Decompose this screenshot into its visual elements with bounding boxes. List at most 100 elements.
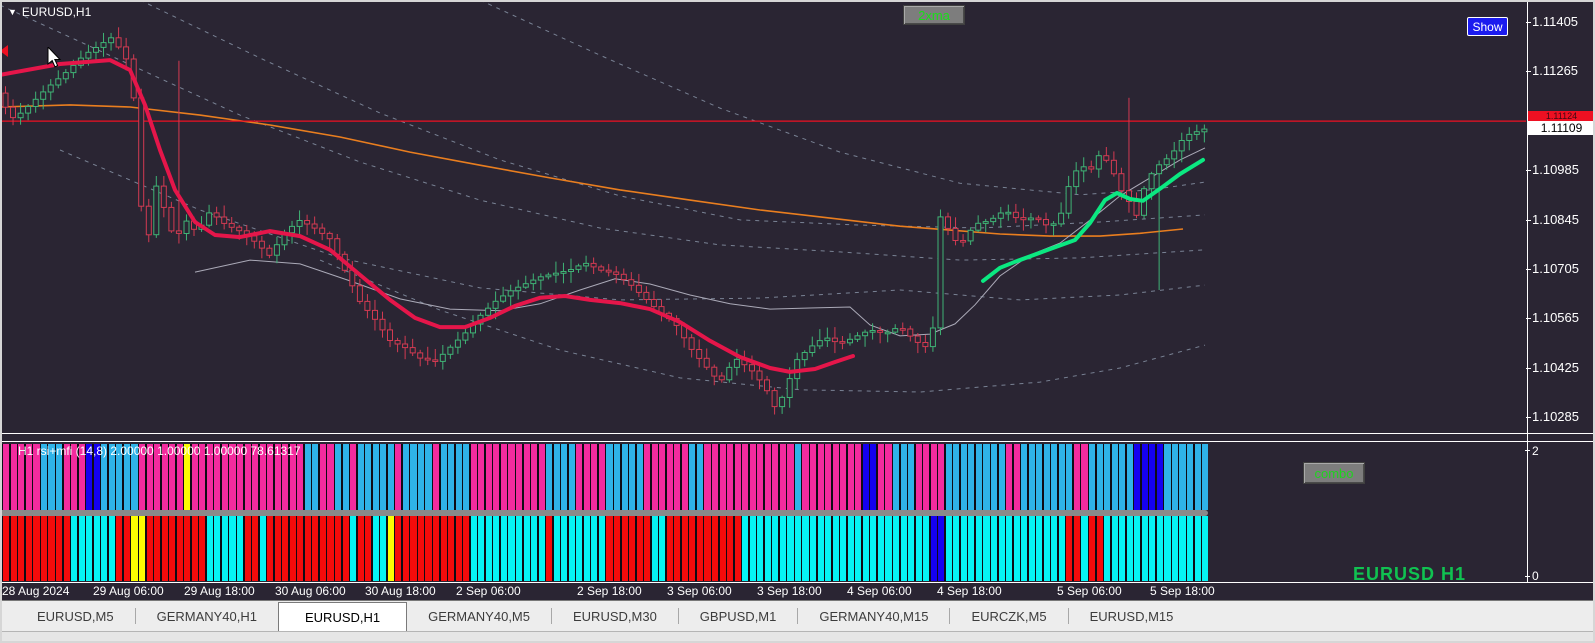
indicator-bar (56, 516, 63, 581)
scroll-left-marker-icon (0, 45, 8, 57)
indicator-bar (591, 516, 598, 581)
indicator-bar (365, 516, 372, 581)
indicator-bar (847, 444, 854, 510)
chart-symbol-label[interactable]: ▼ EURUSD,H1 (8, 5, 91, 19)
indicator-bar (1043, 444, 1050, 510)
tab-germany40-m5[interactable]: GERMANY40,M5 (428, 608, 530, 624)
indicator-bar (1119, 516, 1126, 581)
indicator-bar (327, 444, 334, 510)
indicator-bar (463, 444, 470, 510)
indicator-bar (10, 444, 17, 510)
indicator-bar (666, 444, 673, 510)
tab-eurusd-m5[interactable]: EURUSD,M5 (37, 608, 114, 624)
indicator-bar (417, 516, 425, 581)
price-axis[interactable]: 1.11124 1.11109 1.11405 1.11265 1.10985 1.1… (1526, 0, 1595, 582)
tab-eurusd-m30[interactable]: EURUSD,M30 (573, 608, 657, 624)
indicator-bar (176, 444, 183, 510)
indicator-bar (244, 516, 251, 581)
indicator-bar (387, 516, 394, 581)
indicator-bar (598, 444, 606, 510)
indicator-bar (727, 444, 734, 510)
indicator-bar (350, 444, 357, 510)
indicator-bar (108, 516, 115, 581)
indicator-scale-tick (1525, 450, 1530, 451)
indicator-bar (666, 516, 673, 581)
tab-separator (677, 608, 679, 624)
time-axis[interactable]: 28 Aug 2024 29 Aug 06:00 29 Aug 18:00 30 Au… (0, 583, 1595, 599)
indicator-bar (1134, 444, 1141, 510)
indicator-bar (983, 444, 990, 510)
indicator-bar (455, 444, 462, 510)
indicator-bar (531, 516, 538, 581)
indicator-bar (613, 444, 621, 510)
indicator-separator[interactable] (0, 510, 1208, 516)
price-tick-label: 1.11265 (1532, 63, 1579, 79)
indicator-bar (591, 444, 598, 510)
indicator-bar (1013, 444, 1020, 510)
indicator-bar (1141, 516, 1148, 581)
indicator-bar (802, 444, 809, 510)
indicator-bar (749, 516, 756, 581)
indicator-bar (1081, 444, 1088, 510)
time-axis-label: 30 Aug 18:00 (365, 584, 436, 598)
indicator-scale-tick (1525, 576, 1530, 577)
indicator-bar (561, 444, 568, 510)
indicator-bar (184, 444, 191, 510)
tab-eurusd-h1[interactable]: EURUSD,H1 (278, 602, 408, 631)
indicator-bar (515, 516, 523, 581)
indicator-bar (757, 516, 764, 581)
indicator-bar (184, 516, 191, 581)
indicator-bar (794, 516, 802, 581)
indicator-bar (433, 444, 440, 510)
indicator-bar (1141, 444, 1148, 510)
indicator-bar (478, 516, 485, 581)
indicator-bar (169, 444, 176, 510)
combo-indicator-button[interactable]: combo (1303, 462, 1365, 484)
indicator-bar (794, 444, 802, 510)
indicator-bar (470, 444, 477, 510)
indicator-bar (1134, 516, 1141, 581)
indicator-bar (289, 516, 296, 581)
indicator-bar (493, 516, 500, 581)
indicator-bar (214, 516, 221, 581)
indicator-bar (598, 516, 606, 581)
indicator-bar (787, 444, 794, 510)
indicator-bar (704, 516, 711, 581)
indicator-bar (1149, 516, 1156, 581)
indicator-bar (659, 444, 666, 510)
indicator-bar (832, 444, 839, 510)
indicator-bar (176, 516, 183, 581)
indicator-bar (553, 444, 560, 510)
tab-separator (949, 608, 951, 624)
show-button[interactable]: Show (1467, 17, 1508, 36)
tab-separator (1067, 608, 1069, 624)
indicator-bar (123, 516, 130, 581)
tab-eurusd-m15[interactable]: EURUSD,M15 (1089, 608, 1174, 624)
indicator-bar (531, 444, 538, 510)
main-chart-canvas[interactable] (0, 0, 1526, 433)
indicator-bar (990, 444, 998, 510)
indicator-bar (485, 516, 492, 581)
indicator-bar (945, 516, 952, 581)
tab-gbpusd-m1[interactable]: GBPUSD,M1 (699, 608, 777, 624)
indicator-values-label: H1 rsi+mfi (14,8) 2.00000 1.00000 1.0000… (18, 444, 301, 458)
indicator-bar (953, 516, 960, 581)
time-axis-label: 3 Sep 18:00 (757, 584, 822, 598)
xma-indicator-button[interactable]: 2xma (903, 5, 965, 25)
indicator-bar (357, 444, 364, 510)
indicator-bar (252, 516, 259, 581)
tab-germany40-m15[interactable]: GERMANY40,M15 (819, 608, 929, 624)
price-tick-mark (1526, 417, 1531, 418)
indicator-bar (116, 516, 123, 581)
indicator-bar (825, 516, 832, 581)
price-tick-label: 1.10565 (1532, 310, 1579, 326)
indicator-bar (576, 444, 583, 510)
tab-germany40-h1[interactable]: GERMANY40,H1 (156, 608, 257, 624)
indicator-bar (433, 516, 440, 581)
indicator-bar (485, 444, 492, 510)
indicator-top-border (0, 441, 1593, 442)
indicator-bar (18, 516, 25, 581)
indicator-bar (327, 516, 334, 581)
tab-eurczk-m5[interactable]: EURCZK,M5 (971, 608, 1047, 624)
indicator-bar (259, 444, 266, 510)
